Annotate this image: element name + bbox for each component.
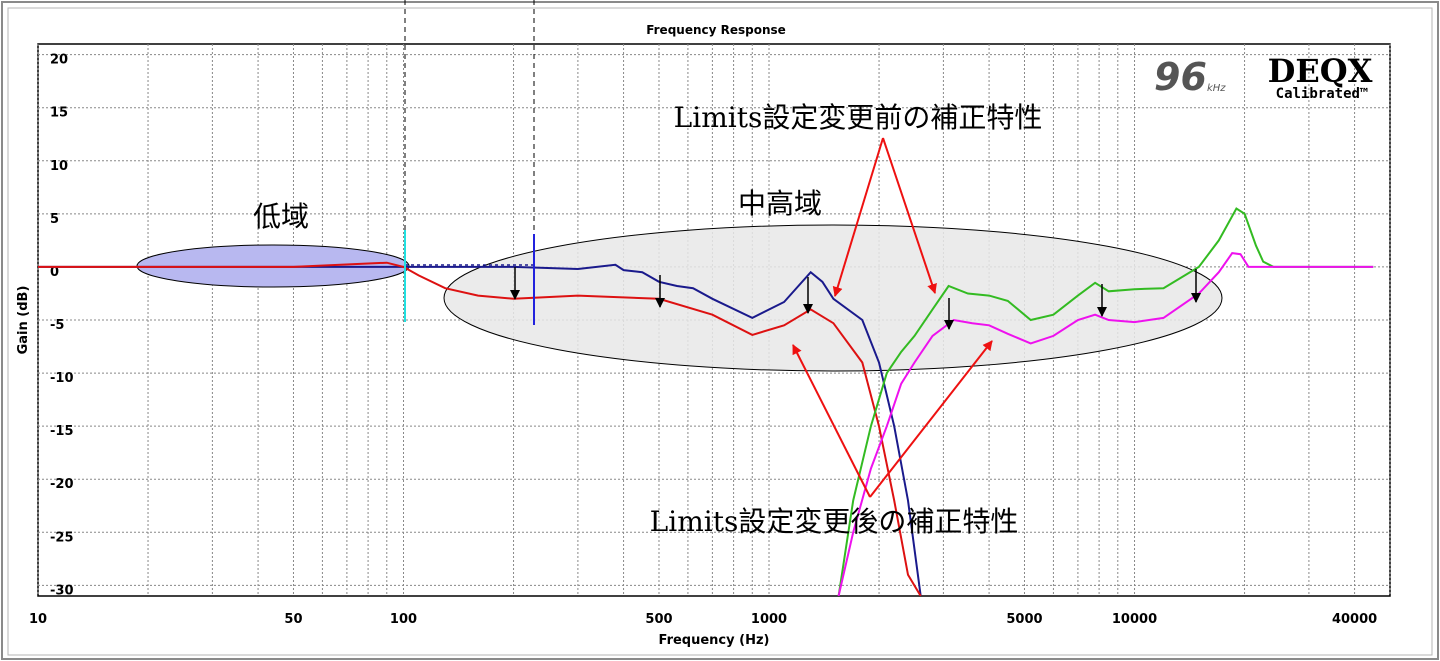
y-tick-label: 0 — [50, 265, 59, 280]
brand-logo: DEQX — [1268, 52, 1373, 90]
calibrated-logo: Calibrated™ — [1276, 86, 1369, 102]
y-tick-label: -15 — [50, 424, 74, 439]
mid-high-band-label: 中高域 — [738, 187, 822, 220]
y-tick-label: 15 — [50, 106, 68, 121]
x-tick-label: 10000 — [1112, 612, 1157, 627]
low-band-label: 低域 — [253, 200, 309, 233]
red-arrow-icon — [882, 137, 937, 294]
y-tick-label: -10 — [50, 371, 74, 386]
y-tick-label: 10 — [50, 159, 68, 174]
red-arrow-icon — [869, 340, 993, 498]
inner-frame — [7, 7, 1433, 656]
y-axis-label: Gain (dB) — [16, 286, 31, 355]
y-tick-label: 5 — [50, 212, 59, 227]
x-tick-label: 1000 — [751, 612, 787, 627]
sample-rate-unit: kHz — [1207, 83, 1226, 94]
tick-labels: 10 50 100 500 1000 5000 10000 4000020151050-5-1… — [29, 53, 1377, 627]
series-line-green — [837, 207, 1374, 596]
x-tick-label: 500 — [645, 612, 672, 627]
correction-arrows — [510, 267, 1201, 330]
y-tick-label: 20 — [50, 53, 68, 68]
y-tick-label: -30 — [50, 583, 74, 598]
chart-title: Frequency Response — [646, 23, 786, 37]
sample-rate-logo: 96 — [1154, 55, 1207, 99]
annotation-arrows — [792, 137, 993, 498]
y-tick-label: -20 — [50, 477, 74, 492]
y-tick-label: -25 — [50, 530, 74, 545]
red-arrow-icon — [832, 137, 884, 297]
x-tick-label: 50 — [284, 612, 302, 627]
x-tick-label: 10 — [29, 612, 47, 627]
x-axis-label: Frequency (Hz) — [659, 633, 770, 648]
x-tick-label: 40000 — [1332, 612, 1377, 627]
x-tick-label: 5000 — [1006, 612, 1042, 627]
series-line-magenta — [837, 252, 1374, 596]
y-tick-label: -5 — [50, 318, 64, 333]
series-line-navy — [38, 263, 922, 596]
red-arrow-icon — [792, 344, 871, 498]
after-correction-label: Limits設定変更後の補正特性 — [650, 505, 1019, 538]
before-correction-label: Limits設定変更前の補正特性 — [674, 101, 1043, 134]
deqx-logo: 96 kHz DEQX Calibrated™ — [1154, 52, 1373, 102]
x-tick-label: 100 — [390, 612, 417, 627]
